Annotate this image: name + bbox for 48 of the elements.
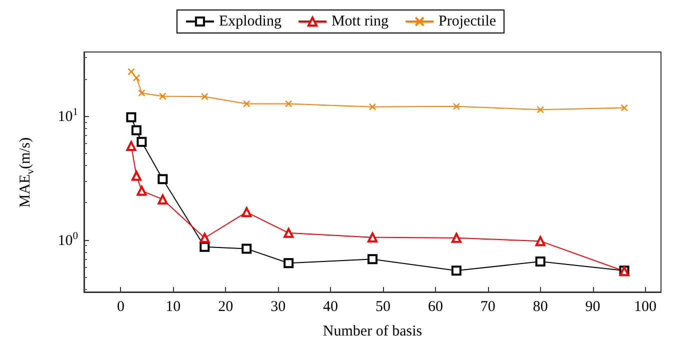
point — [201, 92, 208, 100]
point — [131, 125, 142, 136]
point — [200, 232, 210, 243]
point — [158, 174, 168, 184]
point — [242, 207, 252, 218]
point — [284, 258, 294, 268]
point — [126, 112, 136, 122]
point — [128, 68, 135, 76]
x-tick-label: 20 — [217, 298, 234, 316]
point — [200, 242, 210, 252]
point — [535, 236, 546, 246]
point — [242, 244, 252, 254]
y-tick-label: 10$^{1}$ — [58, 107, 78, 126]
point — [451, 232, 462, 243]
point — [126, 140, 136, 151]
point — [243, 100, 250, 108]
legend-label: Mott ring — [331, 14, 390, 30]
point — [535, 256, 546, 267]
legend-label: Exploding — [218, 14, 282, 30]
y-tick-label: 10$^{0}$ — [58, 230, 78, 249]
point — [536, 106, 544, 114]
x-tick-label: 0 — [116, 298, 126, 316]
x-tick-label: 70 — [479, 298, 496, 316]
x-axis-title: Number of basis — [322, 324, 422, 340]
x-tick-label: 10 — [164, 298, 182, 316]
point — [452, 102, 460, 110]
x-tick-label: 80 — [532, 298, 549, 316]
point — [132, 74, 140, 82]
point — [284, 100, 292, 108]
point — [368, 232, 378, 242]
point — [368, 254, 378, 264]
point — [620, 104, 628, 112]
point — [131, 170, 142, 181]
point — [136, 136, 147, 147]
x-tick-label: 90 — [584, 298, 602, 316]
point — [136, 186, 147, 196]
x-tick-label: 40 — [322, 298, 340, 316]
point — [138, 89, 146, 97]
point — [159, 92, 166, 100]
point — [158, 194, 168, 204]
point — [451, 266, 462, 276]
x-tick-label: 60 — [426, 298, 444, 316]
point — [284, 228, 294, 238]
x-tick-label: 30 — [270, 298, 287, 316]
x-tick-label: 50 — [374, 298, 392, 316]
x-tick-label: 100 — [633, 298, 658, 316]
point — [368, 103, 376, 110]
legend-label: Projectile — [438, 14, 496, 30]
